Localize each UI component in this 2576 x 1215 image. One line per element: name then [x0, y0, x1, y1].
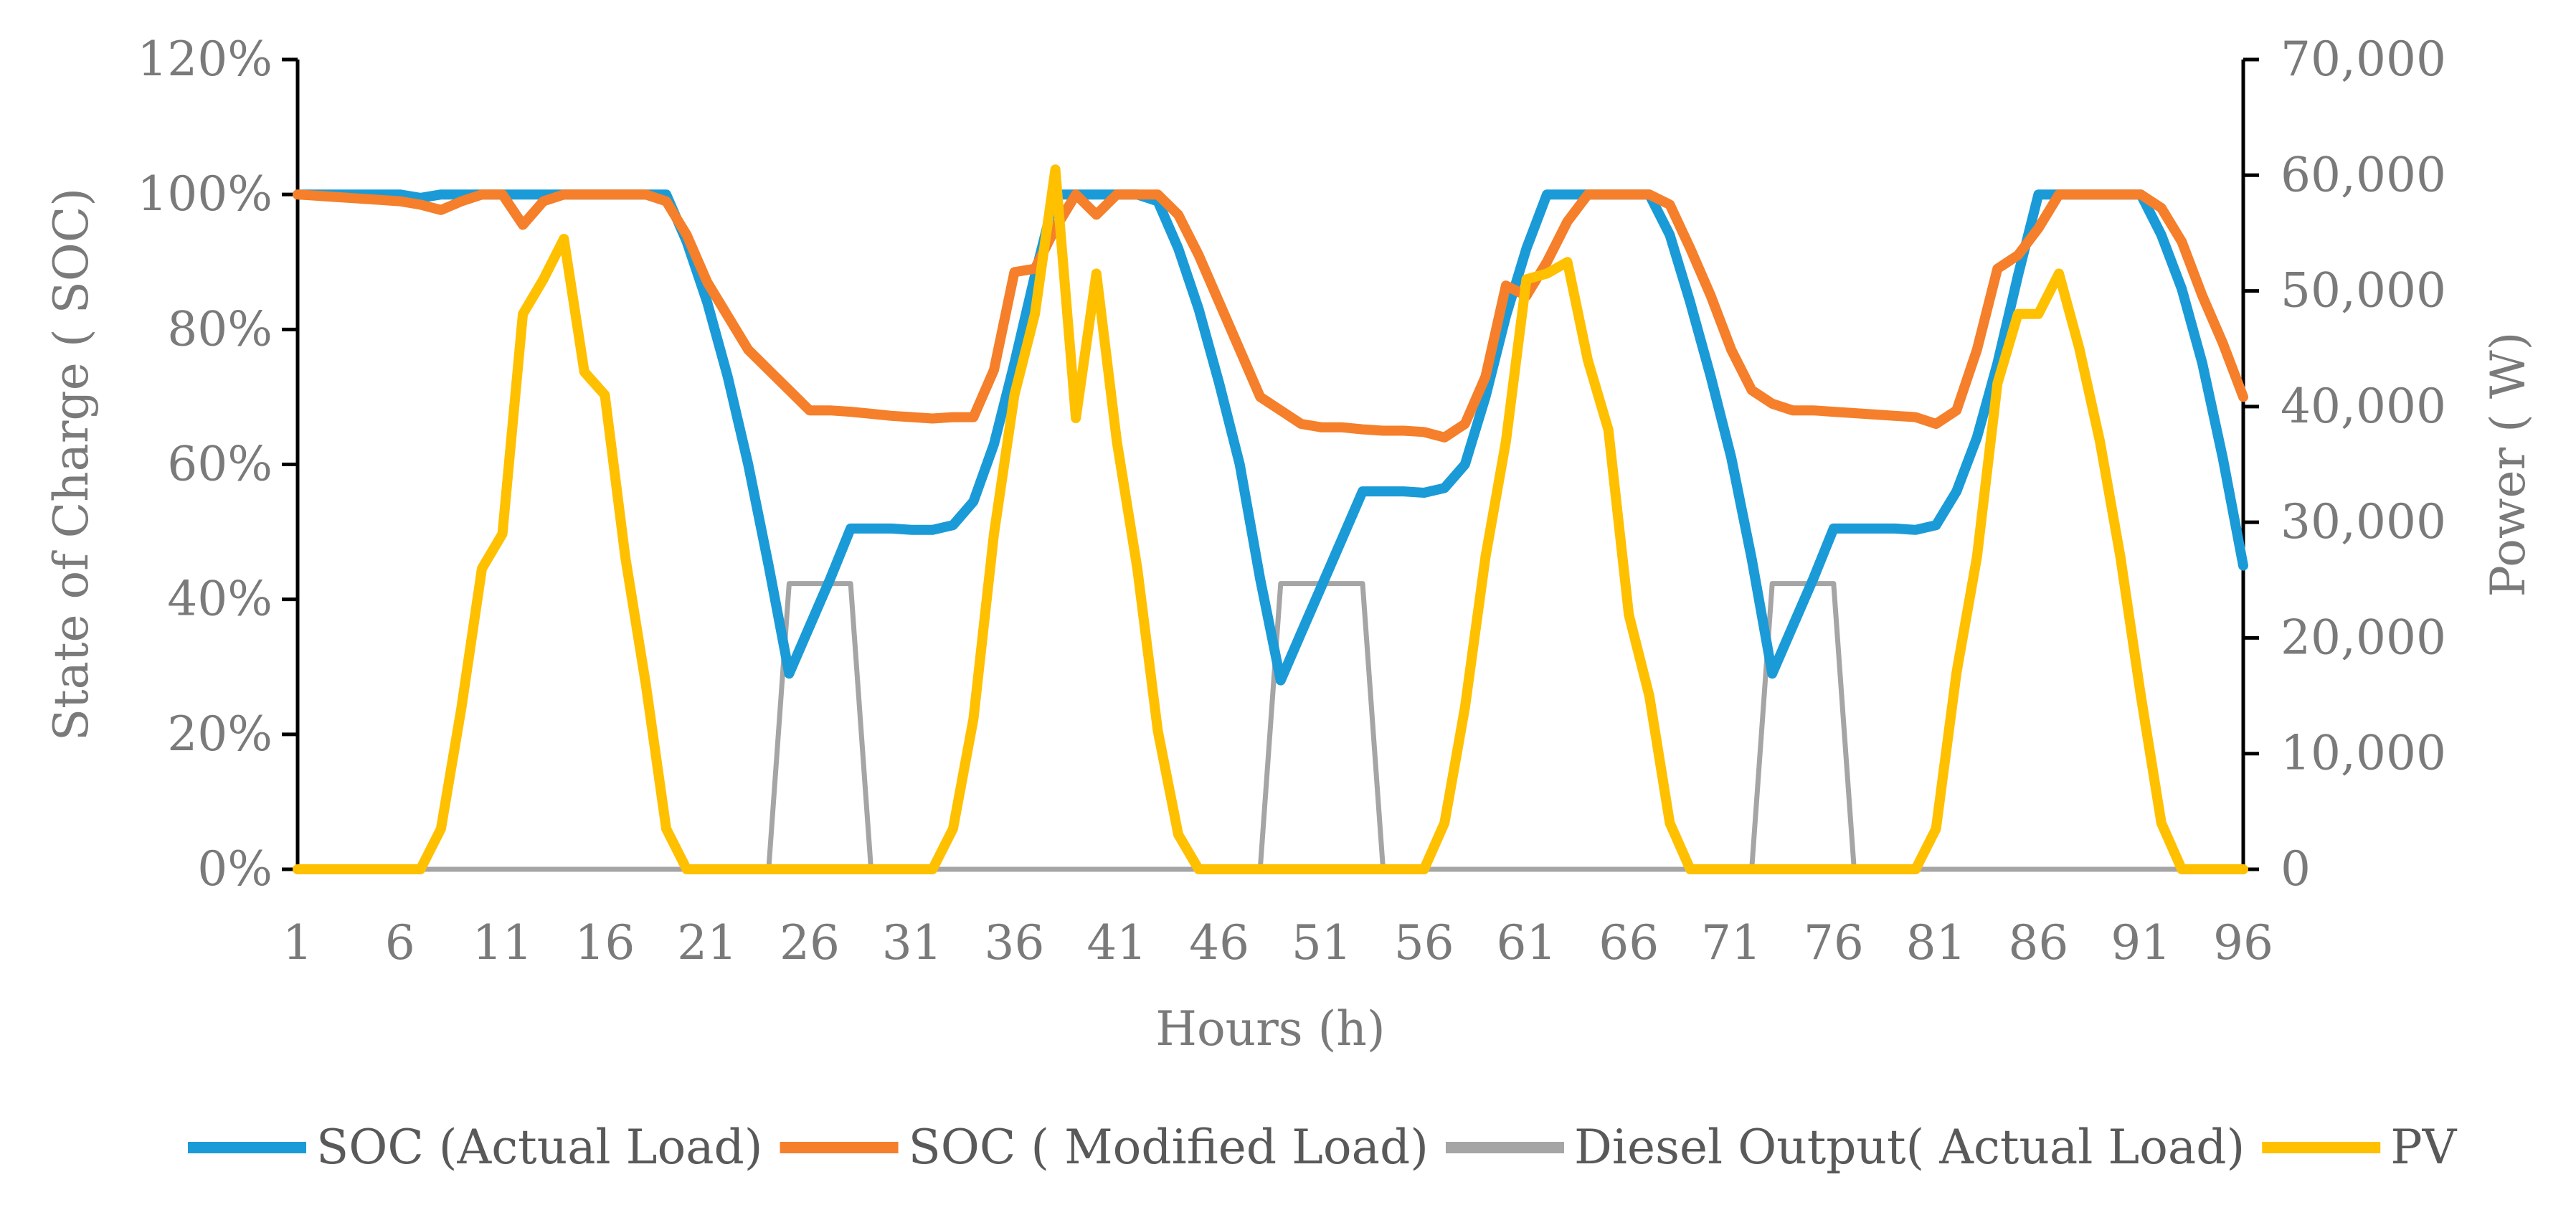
legend-label: Diesel Output( Actual Load)	[1574, 1120, 2245, 1175]
x-tick-label: 1	[283, 915, 313, 970]
x-axis-title: Hours (h)	[1155, 1001, 1385, 1056]
legend-item: Diesel Output( Actual Load)	[1445, 1120, 2245, 1175]
y-right-tick-label: 70,000	[2281, 32, 2446, 87]
x-tick-label: 21	[677, 915, 737, 970]
x-tick-label: 81	[1906, 915, 1966, 970]
y-left-tick-label: 20%	[167, 706, 273, 762]
x-tick-label: 66	[1599, 915, 1659, 970]
y-axis-left-title: State of Charge ( SOC)	[44, 188, 99, 741]
legend-label: SOC (Actual Load)	[316, 1120, 763, 1175]
legend-item: SOC ( Modified Load)	[780, 1120, 1429, 1175]
y-left-tick-label: 100%	[137, 166, 273, 222]
x-tick-label: 36	[985, 915, 1045, 970]
x-tick-label: 41	[1086, 915, 1147, 970]
y-axis-right-title: Power ( W)	[2481, 332, 2536, 597]
x-tick-label: 96	[2213, 915, 2273, 970]
x-tick-label: 71	[1701, 915, 1761, 970]
y-right-tick-label: 30,000	[2281, 494, 2446, 549]
x-tick-label: 31	[882, 915, 942, 970]
series-group	[293, 164, 2248, 874]
legend-item: SOC (Actual Load)	[188, 1120, 763, 1175]
legend-label: PV	[2390, 1120, 2457, 1175]
x-tick-label: 26	[780, 915, 840, 970]
y-right-tick-label: 50,000	[2281, 263, 2446, 318]
y-right-tick-label: 0	[2281, 841, 2311, 897]
series-line-soc-modified-load	[293, 189, 2248, 443]
x-tick-label: 61	[1496, 915, 1556, 970]
axes: 0% 20% 40% 60% 80% 100% 120% 0 10,000 20,000 30,00…	[44, 32, 2536, 1056]
legend: SOC (Actual Load) SOC ( Modified Load) Die…	[188, 1120, 2458, 1175]
x-tick-label: 76	[1804, 915, 1864, 970]
y-right-tick-label: 40,000	[2281, 379, 2446, 434]
x-tick-label: 6	[385, 915, 415, 970]
y-right-tick-label: 60,000	[2281, 147, 2446, 202]
y-left-tick-label: 40%	[167, 572, 273, 627]
x-tick-label: 86	[2008, 915, 2068, 970]
y-left-tick-label: 80%	[167, 301, 273, 356]
y-left-tick-label: 0%	[197, 841, 273, 897]
legend-item: PV	[2262, 1120, 2458, 1175]
x-tick-label: 46	[1189, 915, 1249, 970]
x-tick-label: 56	[1394, 915, 1454, 970]
x-tick-label: 51	[1292, 915, 1352, 970]
series-line-soc-actual-load	[293, 189, 2248, 686]
x-tick-label: 16	[574, 915, 635, 970]
y-left-tick-label: 60%	[167, 437, 273, 492]
series-line-pv	[293, 164, 2248, 874]
y-right-tick-label: 10,000	[2281, 726, 2446, 781]
x-tick-label: 11	[473, 915, 533, 970]
y-left-tick-label: 120%	[137, 32, 273, 87]
y-right-tick-label: 20,000	[2281, 610, 2446, 665]
x-tick-label: 91	[2111, 915, 2171, 970]
legend-label: SOC ( Modified Load)	[909, 1120, 1429, 1175]
